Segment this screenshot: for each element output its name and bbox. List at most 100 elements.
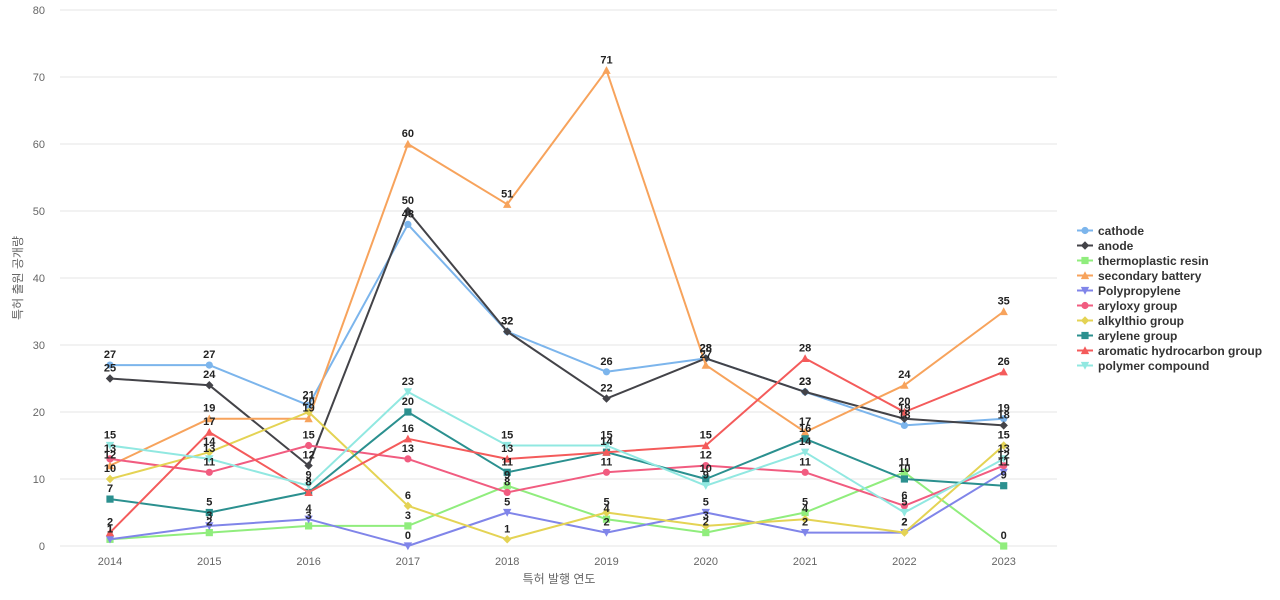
data-point — [900, 407, 909, 416]
data-label: 11 — [998, 456, 1010, 468]
data-point — [602, 529, 611, 537]
series-line[interactable] — [109, 444, 1005, 507]
data-label: 12 — [302, 450, 314, 462]
legend-label: arylene group — [1098, 328, 1178, 343]
x-tick-label: 2016 — [296, 556, 320, 568]
data-label: 13 — [203, 443, 215, 455]
series-alkylthio-group[interactable] — [105, 407, 1008, 544]
data-point — [602, 508, 611, 517]
data-label: 32 — [501, 316, 513, 328]
series-line[interactable] — [109, 357, 1005, 534]
legend-item[interactable]: Polypropylene — [1077, 283, 1277, 298]
legend-item[interactable]: aryloxy group — [1077, 298, 1277, 313]
data-label: 23 — [402, 376, 414, 388]
data-point — [205, 381, 214, 390]
legend-label: thermoplastic resin — [1098, 253, 1209, 268]
data-label: 12 — [700, 450, 712, 462]
data-label: 0 — [405, 530, 411, 542]
data-point — [999, 421, 1008, 430]
data-label: 32 — [501, 316, 513, 328]
legend-label: aromatic hydrocarbon group — [1098, 343, 1263, 358]
data-label: 1 — [504, 523, 510, 535]
data-label: 4 — [802, 503, 809, 515]
data-point — [304, 414, 313, 423]
data-point — [701, 521, 710, 531]
data-point — [800, 427, 810, 436]
data-point — [701, 482, 710, 490]
series-thermoplastic-resin[interactable] — [106, 468, 1008, 550]
data-label: 20 — [302, 396, 314, 408]
data-label: 19 — [898, 403, 910, 415]
series-aromatic-hydrocarbon-group[interactable] — [105, 354, 1008, 537]
x-tick-label: 2023 — [991, 556, 1015, 568]
series-line[interactable] — [109, 69, 1005, 467]
data-point — [205, 468, 213, 476]
data-label: 14 — [600, 436, 613, 448]
legend-symbol-icon — [1077, 361, 1093, 370]
series-line[interactable] — [109, 411, 1005, 514]
legend-item[interactable]: alkylthio group — [1077, 313, 1277, 328]
legend-item[interactable]: polymer compound — [1077, 358, 1277, 373]
series-line[interactable] — [109, 471, 1005, 547]
series-aryloxy-group[interactable] — [106, 441, 1008, 510]
y-tick-label: 20 — [33, 407, 45, 419]
data-label: 17 — [203, 416, 215, 428]
legend-label: Polypropylene — [1098, 283, 1181, 298]
series-arylene-group[interactable] — [106, 408, 1008, 517]
legend-item[interactable]: cathode — [1077, 223, 1277, 238]
series-anode[interactable] — [105, 206, 1008, 470]
data-point — [403, 206, 413, 216]
legend-item[interactable]: thermoplastic resin — [1077, 253, 1277, 268]
legend-symbol-icon — [1077, 241, 1093, 250]
data-point — [403, 434, 413, 443]
data-label: 15 — [998, 430, 1010, 442]
data-point — [900, 508, 909, 517]
legend-item[interactable]: arylene group — [1077, 328, 1277, 343]
data-point — [801, 508, 809, 517]
series-line[interactable] — [109, 390, 1005, 514]
legend-symbol-icon — [1077, 286, 1093, 295]
data-label: 19 — [203, 403, 215, 415]
data-label: 15 — [501, 430, 513, 442]
y-tick-label: 0 — [39, 541, 45, 553]
data-label: 9 — [703, 470, 709, 482]
data-label: 23 — [799, 376, 811, 388]
legend-item[interactable]: aromatic hydrocarbon group — [1077, 343, 1277, 358]
series-polypropylene[interactable] — [105, 468, 1008, 551]
data-label: 11 — [601, 456, 613, 468]
legend-item[interactable]: secondary battery — [1077, 268, 1277, 283]
data-point — [602, 515, 611, 523]
series-line[interactable] — [109, 471, 1005, 547]
series-layer — [105, 66, 1008, 551]
data-point — [702, 462, 710, 470]
data-label: 50 — [402, 195, 414, 207]
data-label: 24 — [203, 369, 216, 381]
data-point — [404, 455, 412, 463]
data-point — [999, 468, 1008, 477]
legend-marker — [1081, 301, 1089, 310]
data-label: 2 — [901, 517, 907, 529]
data-label: 7 — [107, 483, 113, 495]
series-polymer-compound[interactable] — [105, 388, 1008, 517]
series-line[interactable] — [109, 210, 1005, 467]
legend-label: aryloxy group — [1098, 298, 1178, 313]
data-point — [305, 441, 313, 450]
data-point — [800, 515, 810, 524]
data-label: 11 — [799, 456, 811, 468]
legend-item[interactable]: anode — [1077, 238, 1277, 253]
data-label: 1 — [107, 523, 113, 535]
data-point — [701, 360, 710, 369]
series-line[interactable] — [109, 223, 1005, 427]
data-point — [800, 387, 810, 397]
data-label: 21 — [302, 389, 314, 401]
legend-symbol-icon — [1077, 346, 1093, 355]
series-cathode[interactable] — [106, 220, 1008, 429]
data-point — [106, 495, 114, 503]
data-point — [900, 381, 909, 389]
data-point — [205, 529, 213, 537]
series-secondary-battery[interactable] — [105, 66, 1008, 470]
legend-label: alkylthio group — [1098, 313, 1185, 328]
data-point — [205, 427, 214, 436]
series-line[interactable] — [109, 411, 1005, 541]
